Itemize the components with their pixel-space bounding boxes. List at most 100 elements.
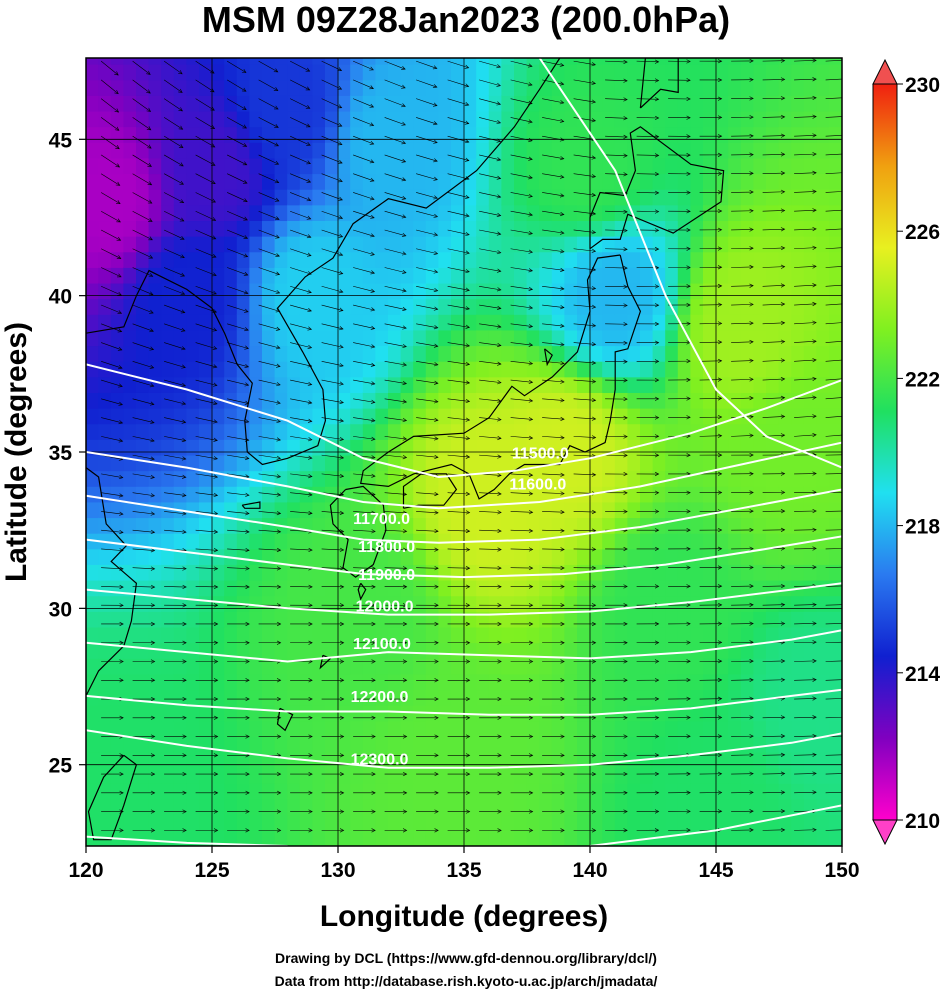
heat-cell	[199, 235, 213, 253]
heat-cell	[110, 282, 125, 300]
heat-cell	[589, 220, 603, 237]
heat-cell	[488, 407, 503, 425]
wind-arrow-head	[528, 82, 533, 87]
heat-cell	[249, 532, 263, 550]
heat-cell	[766, 329, 780, 347]
heat-cell	[400, 407, 414, 425]
heat-cell	[488, 173, 503, 190]
heat-cell	[614, 532, 629, 550]
heat-cell	[539, 360, 553, 378]
heat-cell	[451, 58, 465, 65]
heat-cell	[136, 329, 150, 347]
wind-arrow-head	[118, 493, 124, 498]
heat-cell	[728, 126, 742, 143]
wind-arrow-head	[591, 267, 597, 272]
heat-cell	[602, 470, 616, 487]
heat-cell	[413, 595, 427, 612]
wind-arrow-shaft	[416, 436, 439, 440]
heat-cell	[715, 360, 729, 378]
heat-cell	[148, 657, 162, 675]
wind-arrow-head	[528, 528, 534, 533]
heat-cell	[551, 220, 566, 237]
wind-arrow-shaft	[416, 117, 438, 125]
heat-cell	[98, 282, 112, 300]
wind-arrow-shaft	[353, 79, 374, 89]
heat-cell	[476, 63, 490, 81]
heat-cell	[564, 579, 578, 597]
heat-cell	[564, 110, 578, 128]
heat-cell	[236, 704, 251, 722]
heat-cell	[803, 173, 818, 190]
heat-cell	[753, 454, 767, 472]
heat-cell	[740, 204, 755, 222]
heat-cell	[690, 673, 704, 691]
wind-arrow-shaft	[101, 379, 123, 387]
wind-arrow-shaft	[479, 173, 501, 179]
wind-arrow-head	[306, 160, 311, 165]
heat-cell	[249, 611, 263, 628]
heat-cell	[501, 423, 515, 440]
wind-arrow-shaft	[447, 398, 470, 402]
heat-cell	[476, 814, 490, 831]
heat-cell	[236, 611, 251, 628]
wind-arrow-shaft	[794, 660, 817, 662]
wind-arrow-head	[402, 510, 408, 515]
heat-cell	[312, 736, 326, 753]
heat-cell	[438, 235, 452, 253]
heat-cell	[249, 814, 263, 831]
heat-cell	[577, 454, 591, 472]
wind-arrow-head	[717, 490, 723, 495]
heat-cell	[803, 235, 818, 253]
heat-cell	[199, 204, 213, 222]
heat-cell	[640, 798, 654, 816]
heat-cell	[136, 157, 150, 175]
heat-cell	[110, 611, 125, 628]
heat-cell	[425, 485, 440, 503]
heat-cell	[211, 689, 225, 706]
heat-cell	[488, 204, 503, 222]
heat-cell	[98, 235, 112, 253]
heat-cell	[325, 704, 339, 722]
heat-cell	[199, 298, 213, 315]
heat-cell	[602, 798, 616, 816]
heat-cell	[690, 532, 704, 550]
heat-cell	[564, 564, 578, 581]
wind-arrow-head	[623, 546, 628, 552]
heat-cell	[362, 439, 377, 456]
heat-cell	[526, 79, 540, 96]
heat-cell	[211, 720, 225, 737]
wind-arrow-shaft	[510, 285, 533, 290]
wind-arrow-shaft	[510, 417, 533, 420]
heat-cell	[778, 548, 792, 565]
heat-cell	[337, 188, 351, 206]
heat-cell	[262, 392, 276, 409]
heat-cell	[337, 329, 351, 347]
heat-cell	[325, 376, 339, 393]
wind-arrow-shaft	[384, 285, 407, 292]
heat-cell	[413, 689, 427, 706]
wind-arrow-head	[623, 247, 628, 252]
wind-arrow-head	[402, 288, 407, 293]
wind-arrow-head	[465, 287, 470, 292]
heat-cell	[123, 282, 137, 300]
heat-cell	[728, 95, 742, 112]
heat-cell	[652, 517, 666, 534]
wind-arrow-head	[308, 828, 313, 833]
heat-cell	[136, 454, 150, 472]
heat-cell	[110, 79, 125, 96]
heat-cell	[123, 58, 137, 65]
wind-arrow-head	[339, 529, 345, 534]
heat-cell	[211, 63, 225, 81]
heat-cell	[262, 376, 276, 393]
heat-cell	[589, 173, 603, 190]
wind-arrow-head	[244, 345, 249, 350]
heat-cell	[665, 439, 679, 456]
heat-cell	[199, 157, 213, 175]
wind-arrow-head	[559, 156, 565, 161]
wind-arrow-head	[465, 491, 471, 496]
heat-cell	[136, 829, 150, 846]
wind-arrow-shaft	[227, 304, 249, 313]
heat-cell	[413, 798, 427, 816]
heat-cell	[362, 657, 377, 675]
heat-cell	[173, 79, 188, 96]
